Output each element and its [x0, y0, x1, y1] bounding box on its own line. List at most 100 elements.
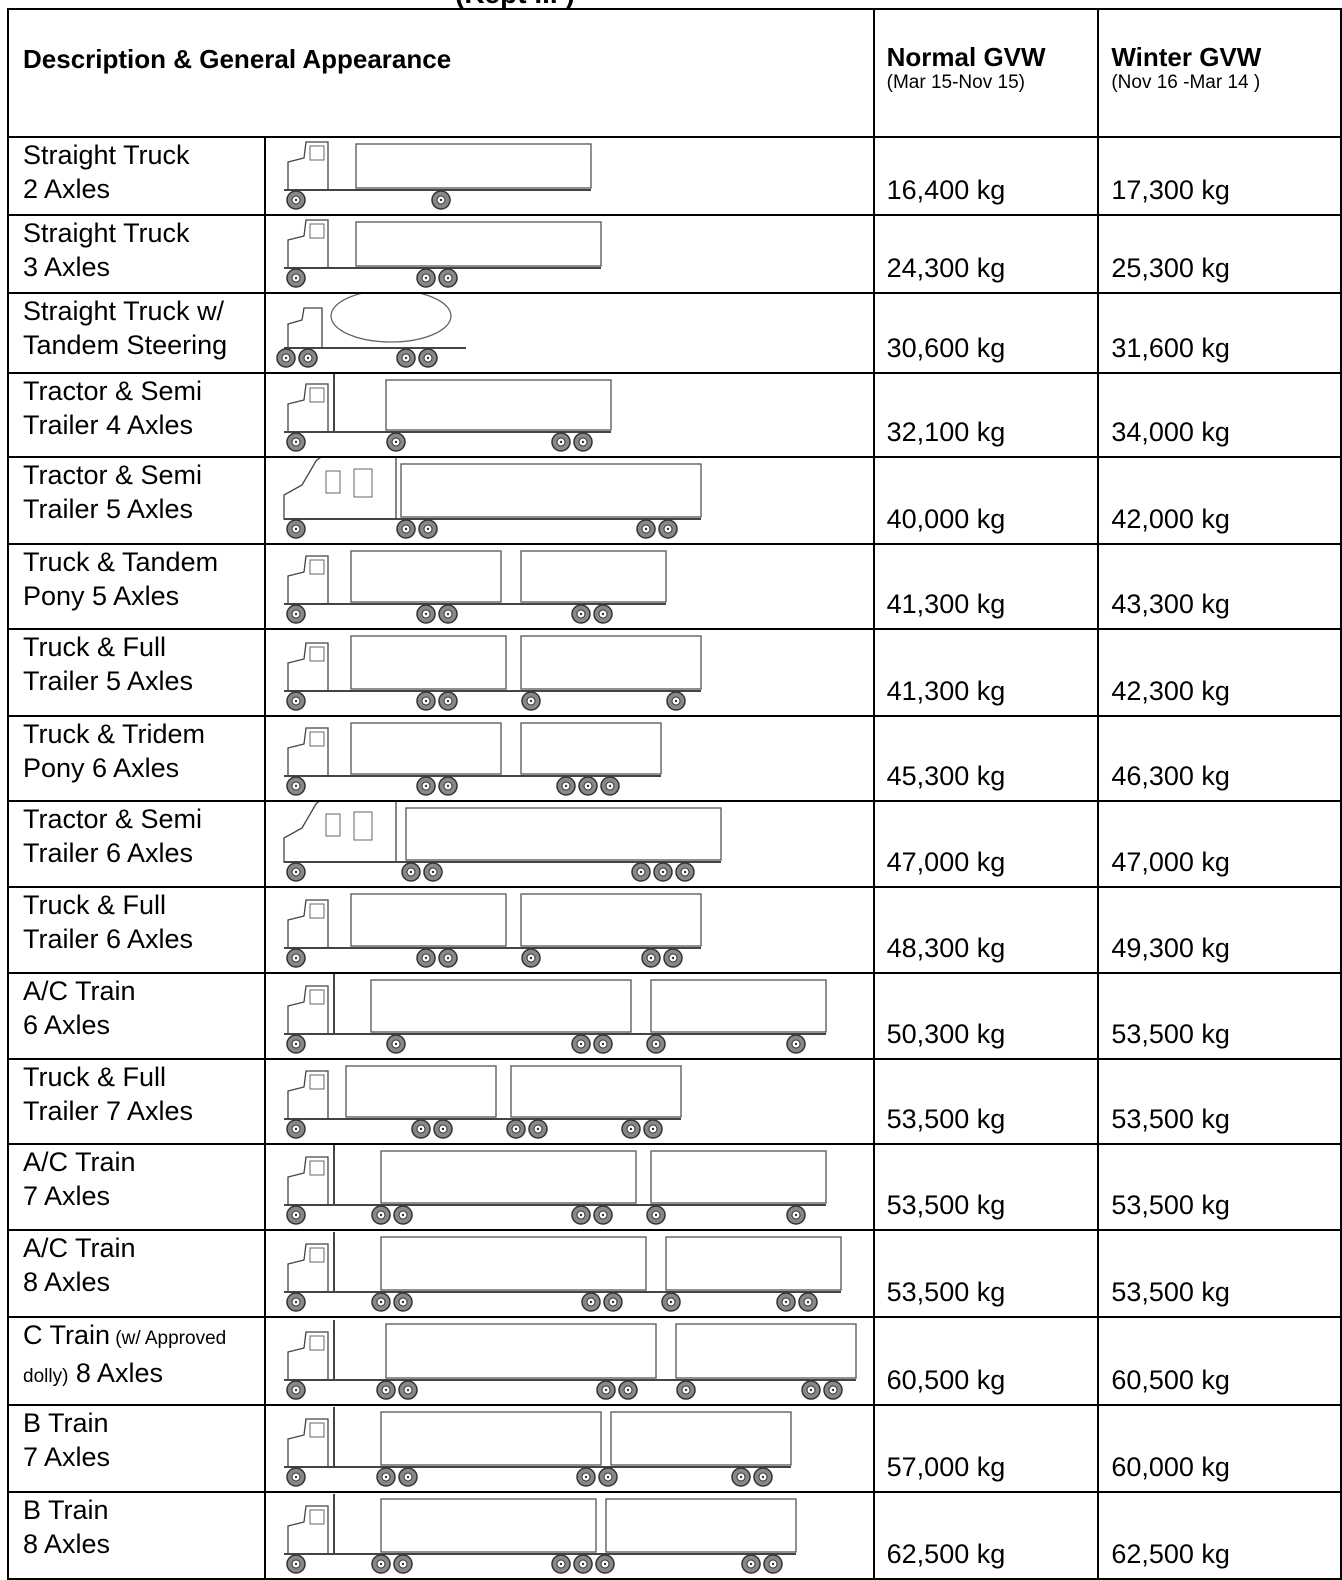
normal-gvw-value: 53,500 kg — [872, 1058, 1100, 1145]
description-line2-text: Trailer 7 Axles — [23, 1096, 194, 1126]
winter-gvw-value: 25,300 kg — [1097, 214, 1342, 294]
vehicle-description: A/C Train 8 Axles — [7, 1229, 266, 1318]
normal-gvw-value: 41,300 kg — [872, 628, 1100, 717]
description-line1-text: Tractor & Semi — [23, 460, 203, 490]
description-line1-text: C Train — [23, 1320, 111, 1350]
normal-gvw-value: 53,500 kg — [872, 1143, 1100, 1231]
table-row: Truck & Full Trailer 7 Axles 53,500 kg 53,5… — [7, 1058, 1342, 1145]
description-line1-text: Truck & Tandem — [23, 547, 219, 577]
table-row: Straight Truck 3 Axles 24,300 kg 25,300 kg — [7, 214, 1342, 294]
truck-full-trailer-5-icon — [263, 628, 875, 717]
description-line2-text: 6 Axles — [23, 1010, 111, 1040]
winter-gvw-value: 62,500 kg — [1097, 1491, 1342, 1580]
winter-gvw-value: 31,600 kg — [1097, 292, 1342, 374]
description-line2-text: Trailer 5 Axles — [23, 494, 194, 524]
mixer-truck-icon — [263, 292, 875, 374]
tractor-semi-5-axles-icon — [263, 456, 875, 545]
vehicle-description: Tractor & Semi Trailer 5 Axles — [7, 456, 266, 545]
normal-gvw-value: 24,300 kg — [872, 214, 1100, 294]
c-train-8-axles-icon — [263, 1316, 875, 1406]
description-line1: A/C Train — [23, 1231, 264, 1265]
description-line1: Truck & Full — [23, 1060, 264, 1094]
normal-gvw-value: 47,000 kg — [872, 800, 1100, 888]
description-line2: Trailer 5 Axles — [23, 492, 264, 526]
winter-gvw-value: 53,500 kg — [1097, 972, 1342, 1060]
winter-gvw-value: 34,000 kg — [1097, 372, 1342, 458]
description-line2-text: 7 Axles — [23, 1442, 111, 1472]
normal-gvw-value: 60,500 kg — [872, 1316, 1100, 1406]
winter-gvw-value: 53,500 kg — [1097, 1229, 1342, 1318]
table-row: A/C Train 8 Axles 53,500 kg 53,500 kg — [7, 1229, 1342, 1318]
vehicle-description: Straight Truck 3 Axles — [7, 214, 266, 294]
description-line1-text: A/C Train — [23, 1147, 136, 1177]
description-line1: Straight Truck w/ — [23, 294, 264, 328]
description-line1: Truck & Tandem — [23, 545, 264, 579]
header-description: Description & General Appearance — [7, 8, 875, 138]
b-train-7-axles-icon — [263, 1404, 875, 1493]
description-line2: dolly) 8 Axles — [23, 1356, 264, 1394]
description-line2-text: 8 Axles — [23, 1529, 111, 1559]
vehicle-description: Truck & Tridem Pony 6 Axles — [7, 715, 266, 802]
description-line1: Tractor & Semi — [23, 458, 264, 492]
description-line2: Tandem Steering — [23, 328, 264, 362]
table-row: Truck & Tandem Pony 5 Axles 41,300 kg 43,30… — [7, 543, 1342, 630]
description-line1: Straight Truck — [23, 216, 264, 250]
vehicle-description: Truck & Tandem Pony 5 Axles — [7, 543, 266, 630]
winter-gvw-value: 17,300 kg — [1097, 136, 1342, 216]
header-winter-gvw: Winter GVW (Nov 16 -Mar 14 ) — [1097, 8, 1342, 138]
description-line1-text: B Train — [23, 1495, 109, 1525]
description-line1: B Train — [23, 1406, 264, 1440]
table-row: Tractor & Semi Trailer 6 Axles 47,000 kg 47… — [7, 800, 1342, 888]
description-line1-text: Straight Truck w/ — [23, 296, 225, 326]
description-line1-note: (w/ Approved — [110, 1328, 227, 1349]
description-line1-text: Tractor & Semi — [23, 376, 203, 406]
vehicle-description: A/C Train 7 Axles — [7, 1143, 266, 1231]
truck-full-trailer-6-icon — [263, 886, 875, 974]
normal-gvw-value: 30,600 kg — [872, 292, 1100, 374]
description-line2: Pony 5 Axles — [23, 579, 264, 613]
winter-gvw-value: 60,500 kg — [1097, 1316, 1342, 1406]
winter-gvw-value: 47,000 kg — [1097, 800, 1342, 888]
description-line1: Straight Truck — [23, 138, 264, 172]
description-line1-text: Straight Truck — [23, 218, 190, 248]
winter-gvw-value: 60,000 kg — [1097, 1404, 1342, 1493]
truck-tridem-pony-icon — [263, 715, 875, 802]
ac-train-8-axles-icon — [263, 1229, 875, 1318]
description-line2: Pony 6 Axles — [23, 751, 264, 785]
description-line2: Trailer 7 Axles — [23, 1094, 264, 1128]
description-line2: 8 Axles — [23, 1265, 264, 1299]
header-winter-period: (Nov 16 -Mar 14 ) — [1111, 72, 1261, 93]
description-line1-text: Truck & Tridem — [23, 719, 206, 749]
description-line2-text: Trailer 6 Axles — [23, 838, 194, 868]
vehicle-description: Truck & Full Trailer 6 Axles — [7, 886, 266, 974]
tractor-semi-6-axles-icon — [263, 800, 875, 888]
description-line2: 7 Axles — [23, 1440, 264, 1474]
description-line1-text: Truck & Full — [23, 632, 167, 662]
description-line1-text: Truck & Full — [23, 890, 167, 920]
description-line2: 3 Axles — [23, 250, 264, 284]
table-row: Straight Truck 2 Axles 16,400 kg 17,300 kg — [7, 136, 1342, 216]
description-line2: 7 Axles — [23, 1179, 264, 1213]
normal-gvw-value: 40,000 kg — [872, 456, 1100, 545]
description-line2-text: 7 Axles — [23, 1181, 111, 1211]
description-line2-text: Trailer 5 Axles — [23, 666, 194, 696]
description-line2-text: 3 Axles — [23, 252, 111, 282]
table-row: B Train 7 Axles 57,000 kg 60,000 kg — [7, 1404, 1342, 1493]
description-line2-text: Pony 5 Axles — [23, 581, 180, 611]
vehicle-description: Tractor & Semi Trailer 6 Axles — [7, 800, 266, 888]
table-row: A/C Train 6 Axles 50,300 kg 53,500 kg — [7, 972, 1342, 1060]
table-row: C Train (w/ Approved dolly) 8 Axles 60,500… — [7, 1316, 1342, 1406]
description-line2-note: dolly) — [23, 1366, 69, 1387]
description-line2-text: 2 Axles — [23, 174, 111, 204]
normal-gvw-value: 41,300 kg — [872, 543, 1100, 630]
description-line1-text: Truck & Full — [23, 1062, 167, 1092]
gvw-table: Description & General Appearance Normal … — [7, 8, 1342, 1580]
table-row: Tractor & Semi Trailer 4 Axles 32,100 kg 34… — [7, 372, 1342, 458]
table-row: Truck & Tridem Pony 6 Axles 45,300 kg 46,30… — [7, 715, 1342, 802]
header-normal-title: Normal GVW — [886, 42, 1046, 72]
vehicle-description: B Train 7 Axles — [7, 1404, 266, 1493]
description-line1: B Train — [23, 1493, 264, 1527]
description-line1: Truck & Full — [23, 888, 264, 922]
straight-truck-2-axles-icon — [263, 136, 875, 216]
winter-gvw-value: 53,500 kg — [1097, 1058, 1342, 1145]
